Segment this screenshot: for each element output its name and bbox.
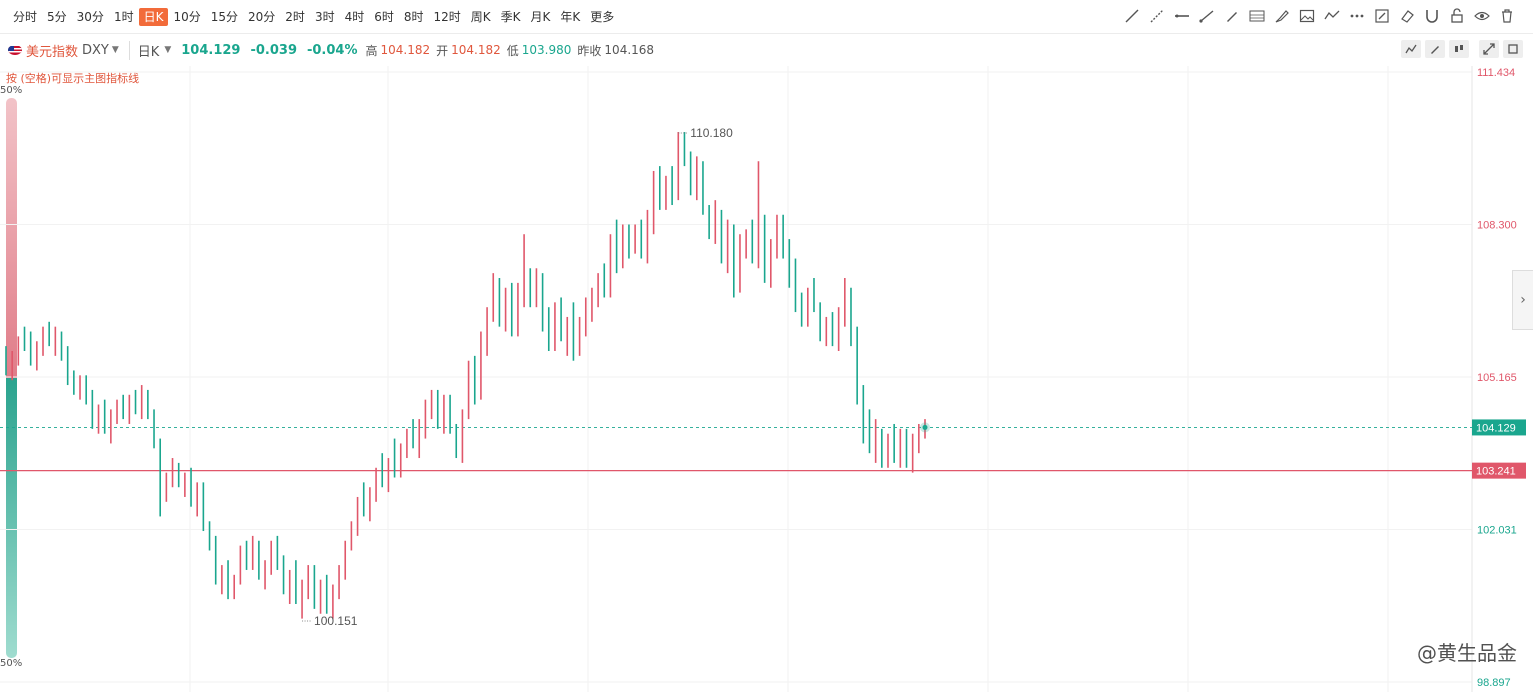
period-tab[interactable]: 4时 — [344, 10, 365, 24]
period-tab[interactable]: 3时 — [314, 10, 335, 24]
fullscreen-icon[interactable] — [1479, 40, 1499, 58]
price-chart[interactable]: 111.434 108.300 105.165 102.031 98.897 103.24… — [0, 66, 1533, 692]
period-tab[interactable]: 30分 — [76, 10, 104, 24]
fib-icon[interactable] — [1249, 8, 1265, 24]
period-tab[interactable]: 分时 — [13, 10, 38, 24]
instrument-name[interactable]: 美元指数 — [26, 44, 79, 60]
price-change-pct: -0.04% — [306, 42, 358, 58]
period-tab[interactable]: 月K — [530, 10, 551, 24]
indicator-hint: 按 (空格)可显示主图指标线 — [6, 72, 140, 85]
period-tab[interactable]: 1时 — [113, 10, 134, 24]
period-tabs: 分时 5分 30分 1时 日K 10分 15分 20分 2时 3时 4时 6时 8时 12时 周K 季K 月K 年… — [8, 8, 619, 26]
open-value: 104.182 — [451, 43, 501, 57]
period-tab[interactable]: 15分 — [210, 10, 239, 24]
buy-sell-ratio-bar — [6, 98, 17, 658]
indicator-icon[interactable] — [1401, 40, 1421, 58]
period-tab[interactable]: 更多 — [590, 10, 615, 24]
line-icon[interactable] — [1124, 8, 1140, 24]
period-tab[interactable]: 10分 — [173, 10, 201, 24]
expand-panel-chevron-icon[interactable]: › — [1512, 270, 1533, 330]
us-flag-icon — [8, 45, 22, 55]
last-price-dot — [922, 424, 928, 430]
settings-icon[interactable] — [1503, 40, 1523, 58]
period-tab[interactable]: 20分 — [248, 10, 276, 24]
period-tab[interactable]: 8时 — [403, 10, 424, 24]
ratio-bar-bottom — [6, 378, 17, 658]
pen-icon[interactable] — [1224, 8, 1240, 24]
brush-icon[interactable] — [1274, 8, 1290, 24]
eye-icon[interactable] — [1474, 8, 1490, 24]
annotation-label: 100.151 — [314, 614, 358, 628]
toolbar: 分时 5分 30分 1时 日K 10分 15分 20分 2时 3时 4时 6时 8时 12时 周K 季K 月K 年… — [0, 0, 1533, 34]
price-change: -0.039 — [250, 42, 297, 58]
segment-icon[interactable] — [1199, 8, 1215, 24]
open-label: 开 — [436, 43, 449, 58]
chart-controls — [1401, 40, 1523, 58]
y-tick-label: 98.897 — [1477, 677, 1511, 689]
y-tick-label: 102.031 — [1477, 525, 1517, 537]
ratio-bar-top — [6, 98, 17, 378]
prev-close-label: 昨收 — [577, 43, 602, 58]
watermark: @黄生品金 — [1417, 641, 1517, 665]
eraser-icon[interactable] — [1399, 8, 1415, 24]
current-price-label: 104.129 — [1476, 422, 1516, 434]
level-label-bg — [1472, 462, 1526, 479]
wave-icon[interactable] — [1324, 8, 1340, 24]
drawing-tools — [1124, 8, 1515, 24]
hline-icon[interactable] — [1174, 8, 1190, 24]
low-label: 低 — [506, 43, 519, 58]
period-tab[interactable]: 年K — [560, 10, 581, 24]
current-price-label-bg — [1472, 419, 1526, 436]
last-price: 104.129 — [181, 42, 241, 58]
period-dropdown-icon[interactable]: ▼ — [164, 45, 172, 55]
period-tab[interactable]: 周K — [470, 10, 491, 24]
candle-type-icon[interactable] — [1449, 40, 1469, 58]
period-tab[interactable]: 2时 — [285, 10, 305, 24]
period-selector[interactable]: 日K — [128, 40, 159, 60]
y-tick-label: 108.300 — [1477, 219, 1517, 231]
low-value: 103.980 — [521, 43, 572, 57]
y-tick-label: 111.434 — [1477, 67, 1515, 79]
magnet-icon[interactable] — [1424, 8, 1440, 24]
period-tab[interactable]: 5分 — [47, 10, 67, 24]
annotation-label: 110.180 — [690, 126, 733, 140]
side-pct-bottom: 50% — [0, 658, 23, 669]
more-icon[interactable] — [1349, 8, 1365, 24]
code-dropdown-icon[interactable]: ▼ — [111, 45, 119, 55]
high-label: 高 — [365, 43, 378, 58]
y-tick-label: 105.165 — [1477, 372, 1517, 384]
edit-icon[interactable] — [1374, 8, 1390, 24]
high-value: 104.182 — [380, 43, 431, 57]
side-pct-top: 50% — [0, 85, 23, 96]
lock-icon[interactable] — [1449, 8, 1465, 24]
trash-icon[interactable] — [1499, 8, 1515, 24]
draw-pen-icon[interactable] — [1425, 40, 1445, 58]
period-tab[interactable]: 季K — [500, 10, 521, 24]
image-icon[interactable] — [1299, 8, 1315, 24]
period-tab[interactable]: 12时 — [433, 10, 461, 24]
prev-close-value: 104.168 — [604, 43, 655, 57]
ray-icon[interactable] — [1149, 8, 1165, 24]
period-tab[interactable]: 日K — [138, 8, 169, 26]
period-tab[interactable]: 6时 — [374, 10, 394, 24]
level-label: 103.241 — [1476, 466, 1516, 478]
instrument-code[interactable]: DXY — [82, 42, 109, 58]
quote-header: 美元指数 DXY ▼ 日K ▼ 104.129 -0.039 -0.04% 高 … — [0, 38, 654, 62]
